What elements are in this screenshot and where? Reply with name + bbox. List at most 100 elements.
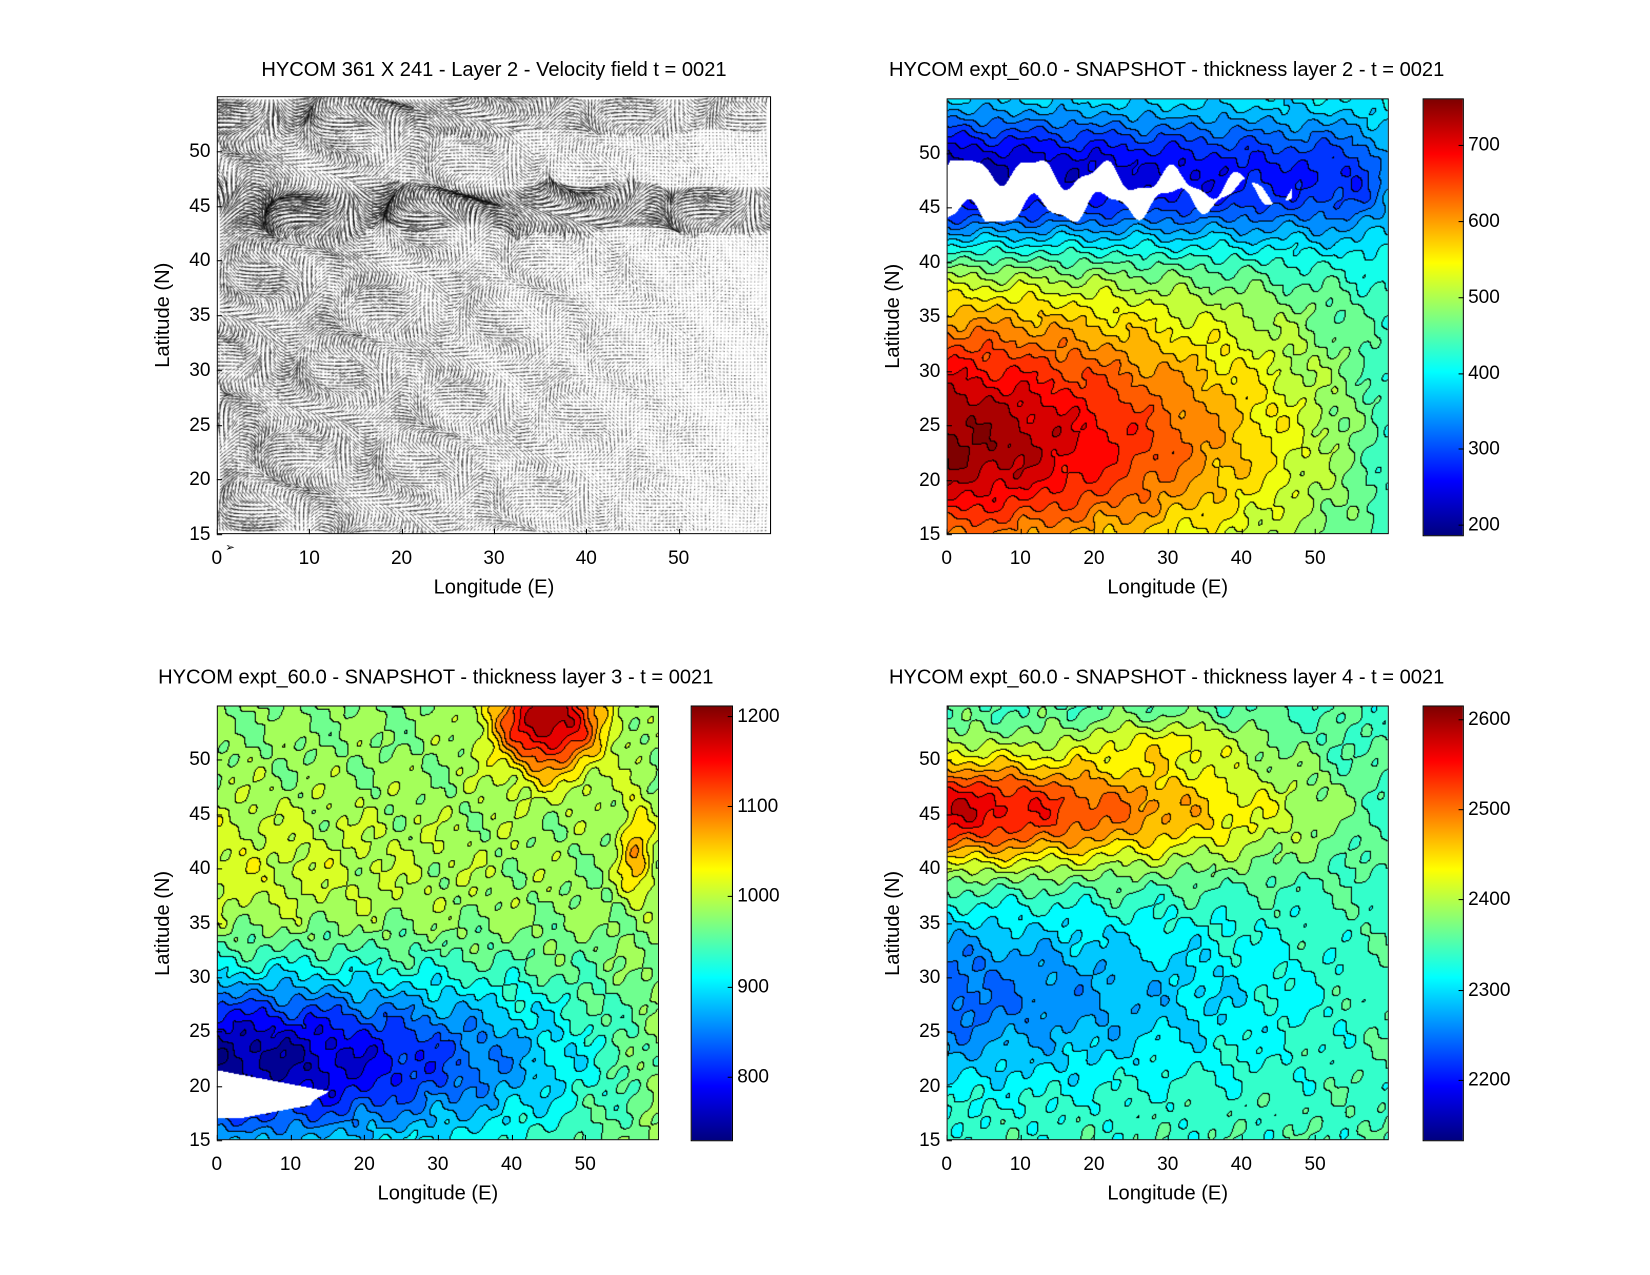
colorbar-tick-mark — [727, 806, 733, 808]
colorbar-tick-label: 2400 — [1468, 888, 1511, 910]
y-tick-mark — [946, 152, 952, 154]
x-tick-label: 0 — [211, 546, 223, 568]
y-tick-mark — [216, 260, 223, 262]
colorbar-tick-label: 2300 — [1468, 978, 1511, 1000]
y-tick-label: 25 — [189, 413, 211, 435]
y-tick-label: 30 — [919, 966, 941, 988]
colorbar-tick-mark — [1458, 899, 1464, 901]
x-tick-mark — [401, 528, 403, 535]
y-axis-label: Latitude (N) — [152, 870, 175, 976]
y-tick-mark — [216, 1085, 223, 1087]
y-tick-label: 40 — [189, 249, 211, 271]
x-tick-label: 50 — [1304, 1152, 1326, 1175]
x-tick-label: 40 — [1230, 1152, 1252, 1175]
x-tick-mark — [1167, 1134, 1169, 1141]
y-tick-mark — [946, 370, 952, 372]
y-tick-label: 20 — [189, 1074, 211, 1096]
y-tick-label: 45 — [919, 803, 941, 825]
x-tick-mark — [585, 1134, 587, 1141]
x-tick-mark — [1020, 528, 1022, 535]
colorbar-tick-mark — [1458, 719, 1464, 721]
x-tick-mark — [1241, 528, 1243, 535]
x-tick-label: 10 — [1009, 1152, 1031, 1175]
x-axis-label: Longitude (E) — [1107, 576, 1229, 599]
x-tick-mark — [1094, 1134, 1096, 1141]
y-tick-mark — [216, 150, 223, 153]
colorbar-tick-mark — [727, 1076, 733, 1078]
y-tick-label: 20 — [919, 1074, 941, 1096]
thickness-contour-plot — [946, 705, 1389, 1141]
y-tick-label: 35 — [189, 304, 211, 326]
y-tick-label: 35 — [919, 911, 941, 933]
colorbar-tick-label: 700 — [1468, 134, 1500, 156]
colorbar — [1422, 98, 1464, 537]
panel-title: HYCOM expt_60.0 - SNAPSHOT - thickness l… — [158, 666, 714, 689]
y-axis-label: Latitude (N) — [882, 263, 905, 369]
x-tick-label: 50 — [668, 546, 690, 568]
y-tick-mark — [946, 814, 952, 816]
y-tick-label: 15 — [189, 1129, 211, 1151]
y-tick-mark — [946, 1140, 952, 1142]
y-tick-mark — [216, 868, 223, 870]
contour-field — [217, 706, 658, 1140]
y-tick-label: 15 — [189, 523, 211, 545]
contour-field — [947, 99, 1388, 534]
velocity-field-plot — [216, 96, 772, 535]
x-tick-label: 0 — [211, 1152, 223, 1175]
y-tick-label: 40 — [919, 857, 941, 879]
y-tick-mark — [216, 424, 223, 426]
y-tick-label: 30 — [189, 966, 211, 988]
panel-title: HYCOM expt_60.0 - SNAPSHOT - thickness l… — [888, 666, 1445, 689]
colorbar — [690, 705, 733, 1142]
x-axis-label: Longitude (E) — [433, 576, 555, 599]
reference-arrow-icon: ➢ — [225, 541, 236, 555]
y-tick-mark — [946, 759, 952, 761]
y-tick-mark — [946, 1031, 952, 1033]
y-tick-mark — [216, 977, 223, 979]
y-tick-label: 20 — [919, 468, 941, 490]
y-tick-mark — [946, 868, 952, 870]
colorbar-tick-label: 600 — [1468, 210, 1500, 232]
x-tick-label: 10 — [279, 1152, 302, 1175]
contour-field — [947, 706, 1388, 1140]
panel-title: HYCOM expt_60.0 - SNAPSHOT - thickness l… — [888, 59, 1445, 82]
y-tick-label: 50 — [919, 141, 941, 163]
x-tick-label: 40 — [575, 546, 597, 568]
x-tick-label: 50 — [1304, 546, 1326, 568]
x-tick-mark — [493, 528, 496, 535]
colorbar-tick-mark — [1458, 373, 1464, 375]
x-axis-label: Longitude (E) — [1107, 1182, 1229, 1205]
x-tick-label: 20 — [390, 546, 413, 568]
x-tick-mark — [364, 1134, 366, 1141]
y-tick-mark — [946, 316, 952, 318]
y-tick-label: 35 — [919, 305, 941, 327]
y-tick-mark — [216, 759, 223, 761]
y-tick-label: 30 — [189, 358, 211, 380]
y-tick-label: 40 — [919, 250, 941, 272]
x-tick-mark — [1020, 1134, 1022, 1141]
y-tick-label: 15 — [919, 1129, 941, 1151]
colorbar-tick-mark — [1458, 809, 1464, 811]
colorbar-tick-mark — [727, 896, 733, 898]
x-axis-label: Longitude (E) — [377, 1182, 499, 1205]
y-tick-mark — [216, 534, 223, 536]
y-tick-mark — [946, 479, 952, 481]
y-tick-mark — [946, 977, 952, 979]
colorbar-tick-label: 400 — [1468, 361, 1500, 384]
quiver-arrows — [217, 97, 771, 534]
x-tick-mark — [1241, 1134, 1243, 1141]
colorbar — [1422, 705, 1464, 1142]
x-tick-label: 30 — [1157, 1152, 1179, 1175]
y-tick-mark — [216, 814, 223, 816]
colorbar-tick-mark — [727, 986, 733, 988]
colorbar-tick-label: 300 — [1468, 437, 1500, 460]
x-tick-label: 10 — [298, 546, 320, 568]
x-tick-mark — [290, 1134, 292, 1141]
y-tick-mark — [946, 261, 952, 263]
x-tick-mark — [511, 1134, 513, 1141]
y-tick-label: 50 — [189, 748, 211, 770]
y-tick-mark — [946, 1085, 952, 1087]
x-tick-mark — [1315, 1134, 1317, 1141]
x-tick-label: 20 — [353, 1152, 375, 1175]
